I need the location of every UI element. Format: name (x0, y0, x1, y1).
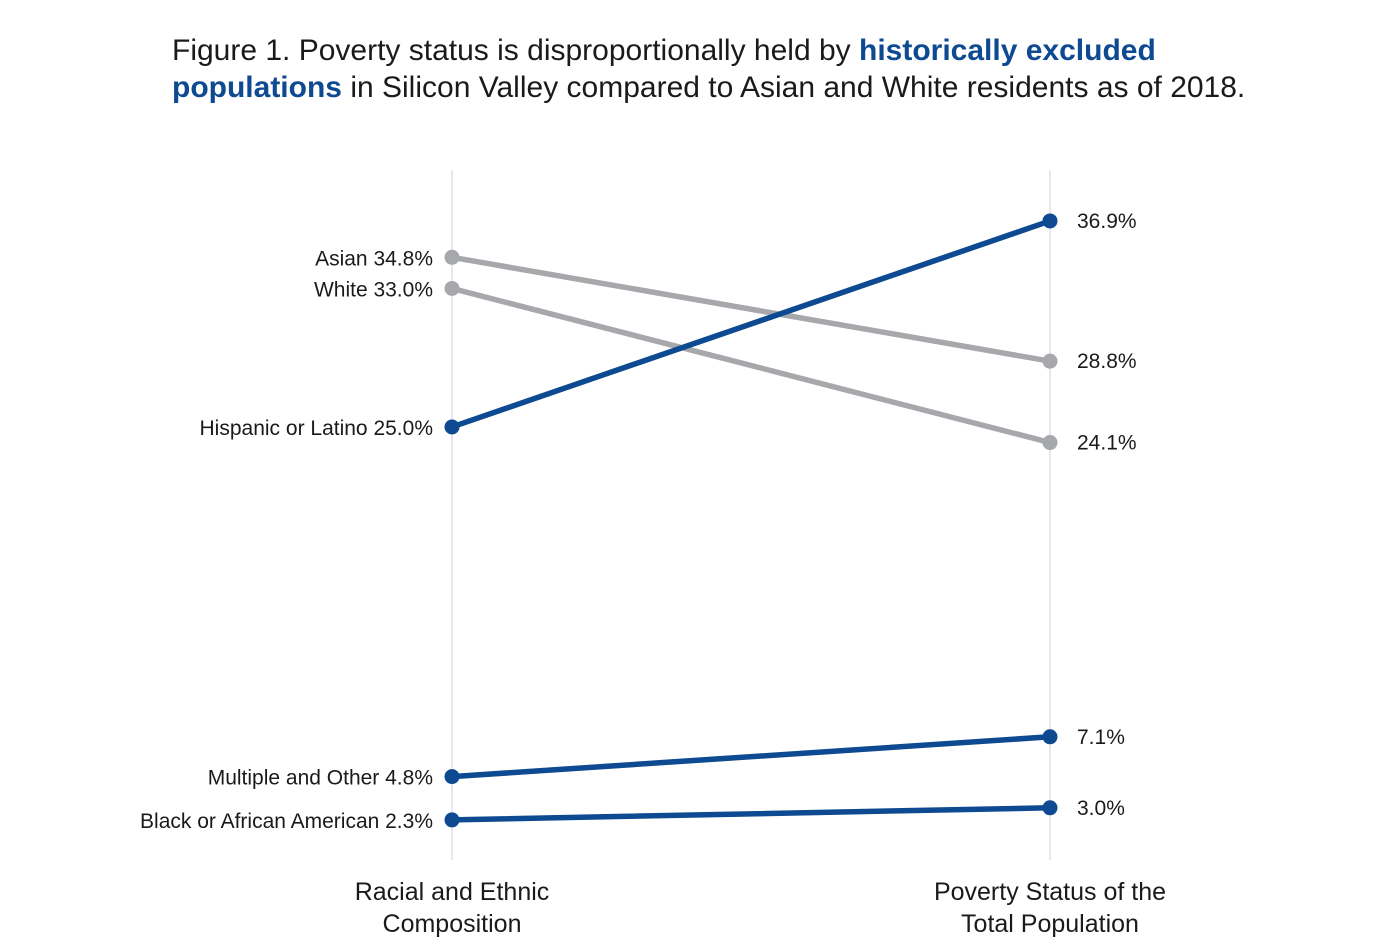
category-label-right: Poverty Status of the Total Population (934, 878, 1166, 938)
point-right-hispanic-or-latino (1042, 213, 1058, 229)
label-left-hispanic-or-latino: Hispanic or Latino 25.0% (200, 417, 433, 440)
label-right-black-or-african-american: 3.0% (1077, 797, 1125, 820)
title-highlight: historically excluded populations (172, 34, 1156, 104)
point-left-asian (444, 249, 460, 265)
label-left-multiple-and-other: Multiple and Other 4.8% (208, 767, 433, 790)
lines-layer (449, 218, 1053, 823)
point-right-black-or-african-american (1042, 800, 1058, 816)
point-right-asian (1042, 353, 1058, 369)
label-right-hispanic-or-latino: 36.9% (1077, 210, 1137, 233)
point-left-multiple-and-other (444, 769, 460, 785)
point-right-white (1042, 435, 1058, 451)
label-left-black-or-african-american: Black or African American 2.3% (140, 810, 433, 833)
category-label-left: Racial and Ethnic Composition (355, 878, 550, 938)
label-right-white: 24.1% (1077, 432, 1137, 455)
title-prefix: Figure 1. Poverty status is disproportio… (172, 34, 859, 67)
series-line-asian (449, 254, 1053, 364)
label-left-asian: Asian 34.8% (315, 247, 433, 270)
points-layer (444, 213, 1058, 828)
point-left-hispanic-or-latino (444, 419, 460, 435)
chart-title: Figure 1. Poverty status is disproportio… (172, 32, 1272, 106)
point-left-white (444, 280, 460, 296)
axes-layer: Racial and Ethnic Composition Poverty Stat… (355, 170, 1166, 938)
label-right-multiple-and-other: 7.1% (1077, 726, 1125, 749)
label-right-asian: 28.8% (1077, 350, 1137, 373)
label-left-white: White 33.0% (314, 278, 433, 301)
point-left-black-or-african-american (444, 812, 460, 828)
point-right-multiple-and-other (1042, 729, 1058, 745)
title-suffix: in Silicon Valley compared to Asian and … (341, 71, 1246, 104)
series-line-white (449, 285, 1053, 446)
series-line-multiple-and-other (449, 734, 1053, 780)
labels-layer: Asian 34.8% 28.8% White 33.0% 24.1% Hispanic… (140, 210, 1137, 833)
series-line-black-or-african-american (449, 805, 1053, 823)
series-line-hispanic-or-latino (449, 218, 1053, 430)
